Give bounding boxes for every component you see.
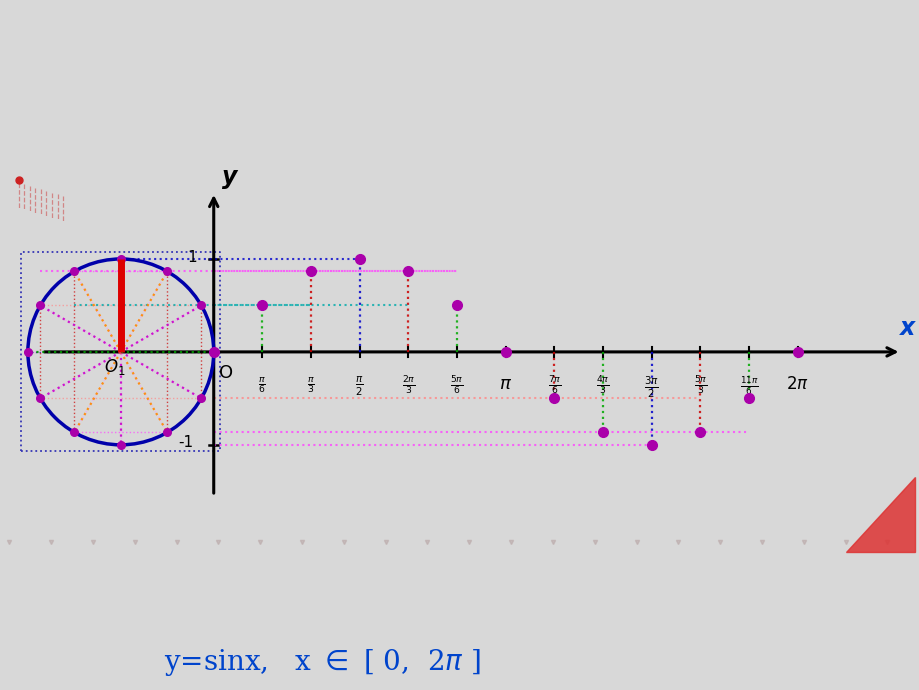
- Text: $\pi$: $\pi$: [499, 375, 512, 393]
- Text: $\frac{11\pi}{6}$: $\frac{11\pi}{6}$: [739, 375, 757, 397]
- Text: y=sinx,   x $\in$ [ 0,  2$\pi$ ]: y=sinx, x $\in$ [ 0, 2$\pi$ ]: [164, 647, 480, 678]
- Text: $\frac{4\pi}{3}$: $\frac{4\pi}{3}$: [596, 375, 609, 397]
- Text: $2\pi$: $2\pi$: [786, 375, 808, 393]
- Text: y: y: [221, 166, 237, 189]
- Text: $\frac{2\pi}{3}$: $\frac{2\pi}{3}$: [401, 375, 414, 397]
- Text: $\frac{3\pi}{2}$: $\frac{3\pi}{2}$: [643, 375, 658, 400]
- Text: O: O: [219, 364, 233, 382]
- Text: $\frac{5\pi}{3}$: $\frac{5\pi}{3}$: [693, 375, 707, 397]
- Text: 1: 1: [187, 250, 198, 264]
- Polygon shape: [845, 477, 914, 552]
- Text: $O_1$: $O_1$: [104, 357, 125, 377]
- Text: $\frac{7\pi}{6}$: $\frac{7\pi}{6}$: [547, 375, 561, 397]
- Text: $\frac{\pi}{3}$: $\frac{\pi}{3}$: [307, 375, 314, 395]
- Text: x: x: [899, 316, 913, 339]
- Text: $\frac{\pi}{2}$: $\frac{\pi}{2}$: [355, 375, 364, 398]
- Text: $\frac{5\pi}{6}$: $\frac{5\pi}{6}$: [449, 375, 463, 397]
- Text: -1: -1: [178, 435, 193, 451]
- Text: $\frac{\pi}{6}$: $\frac{\pi}{6}$: [258, 375, 267, 395]
